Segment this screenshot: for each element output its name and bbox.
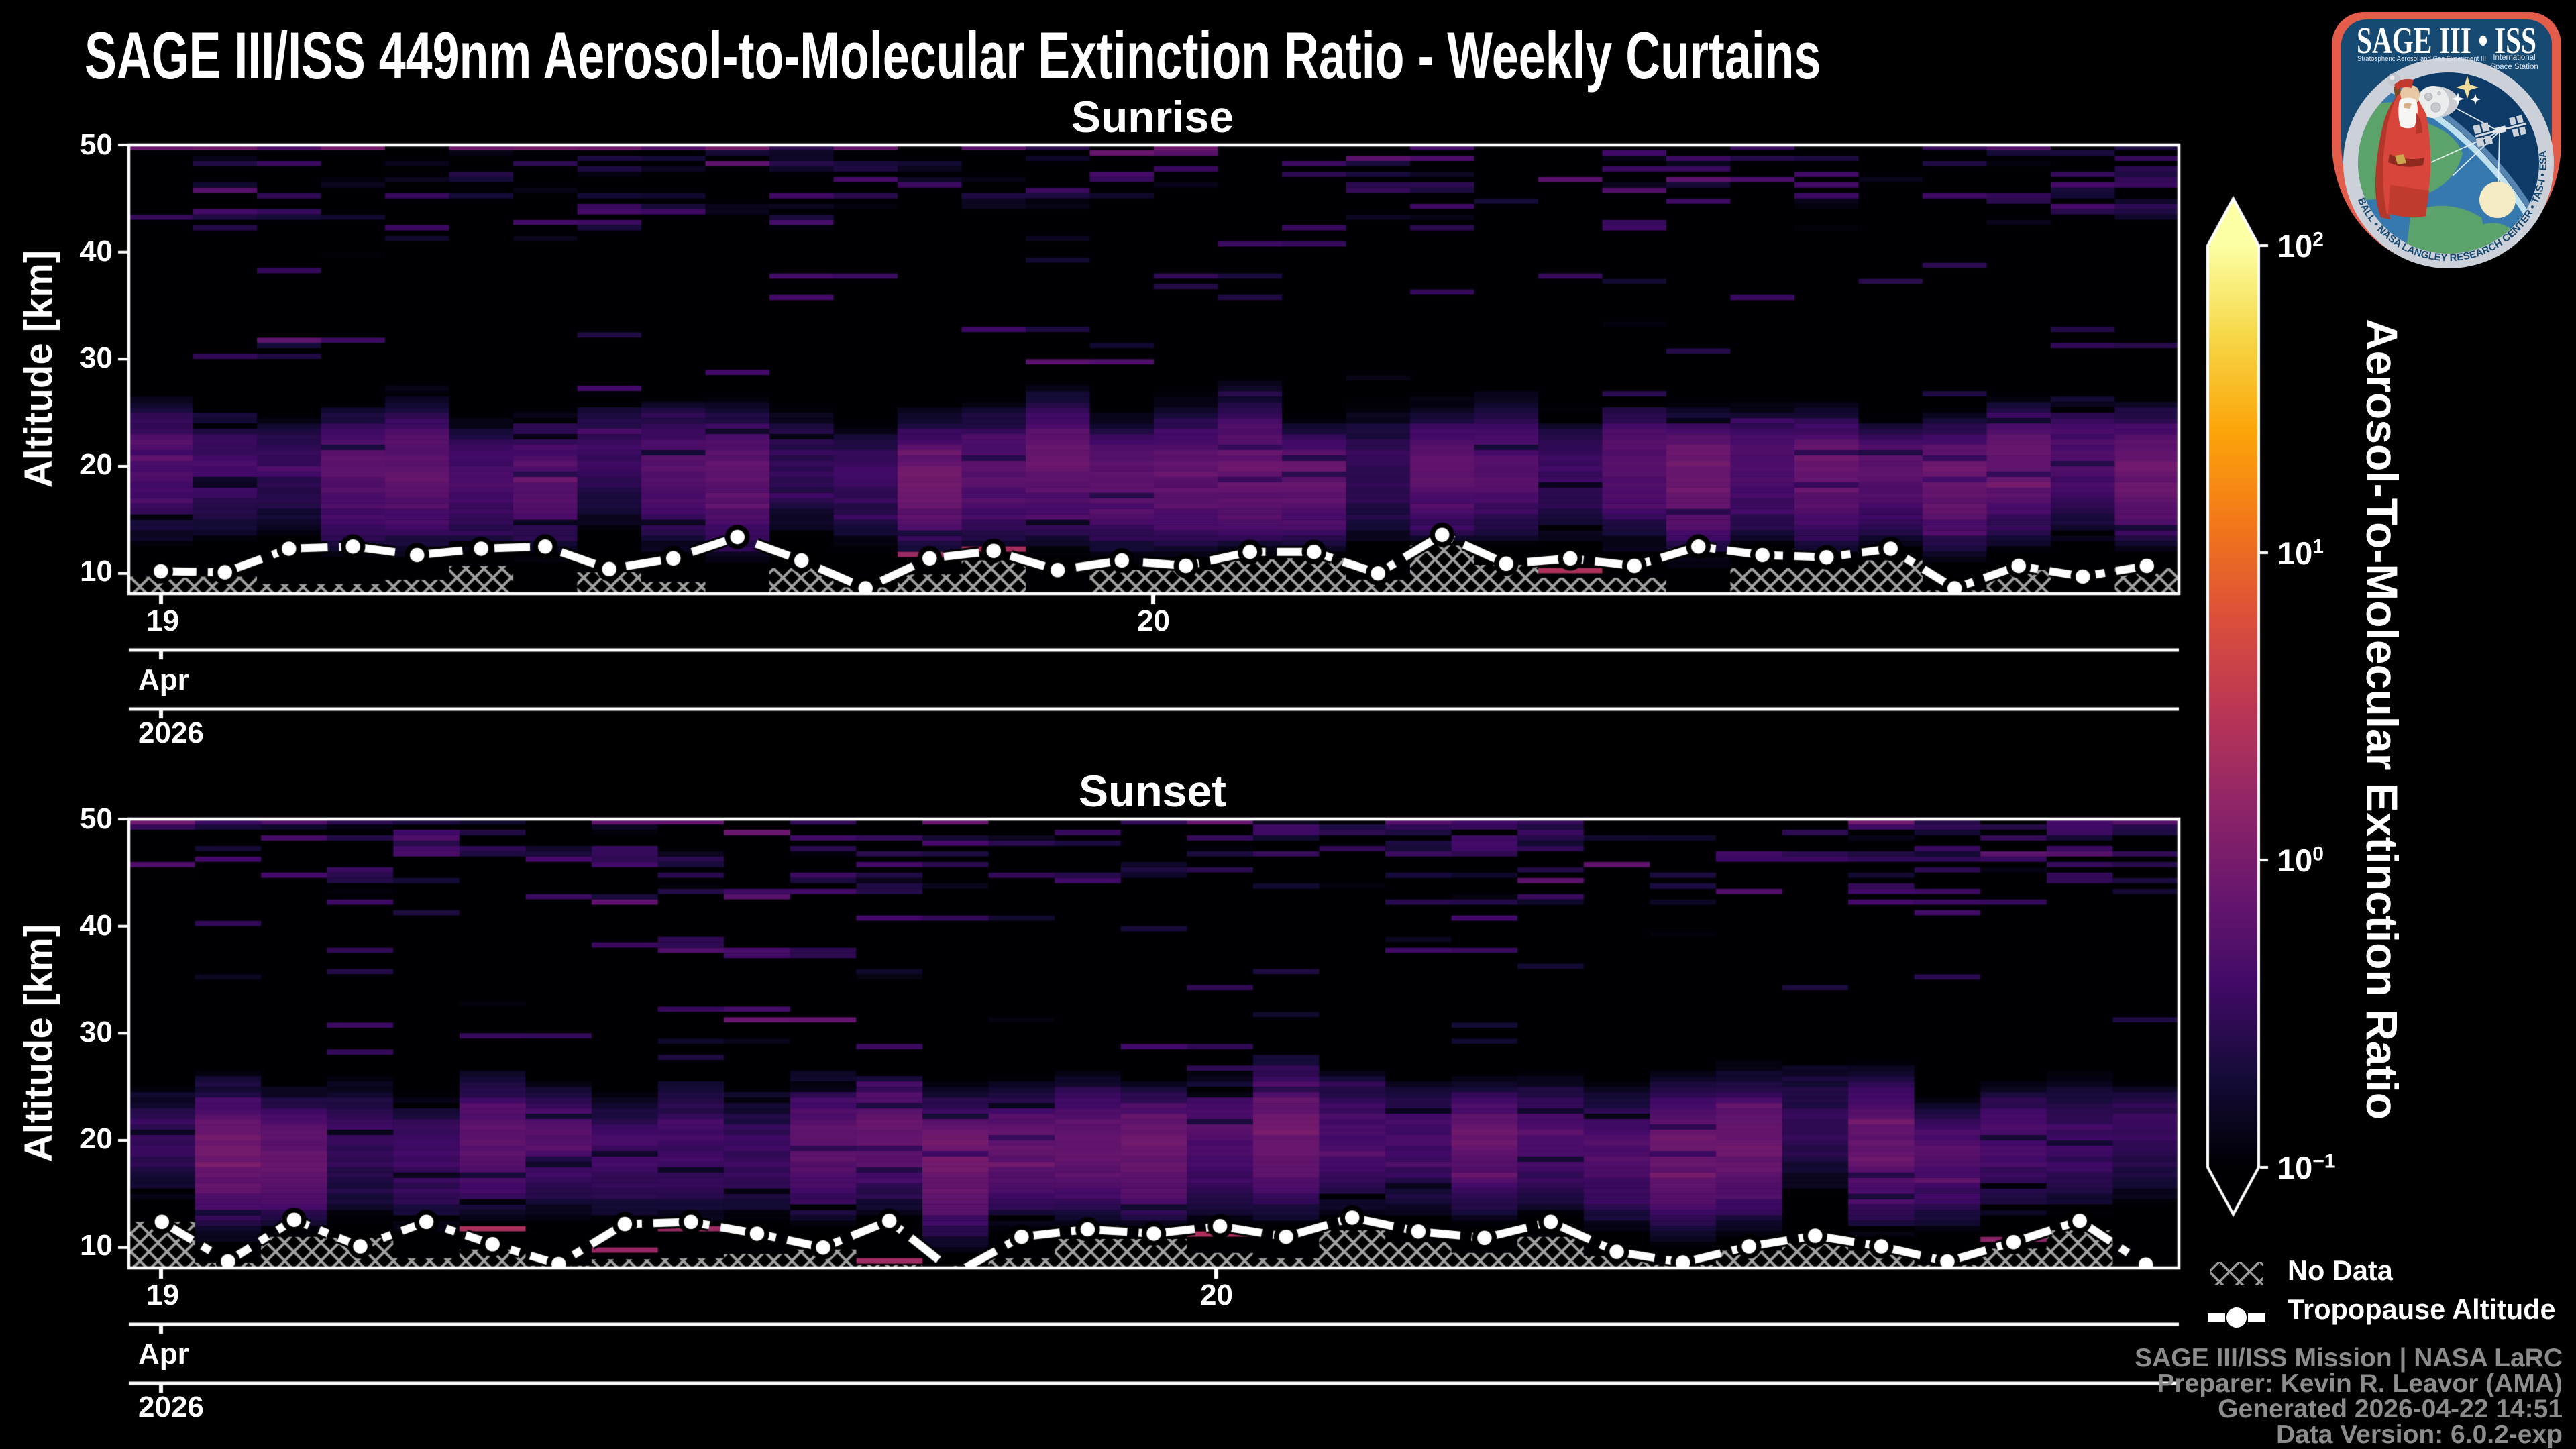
svg-text:International: International xyxy=(2493,54,2535,62)
svg-text:Stratospheric Aerosol and Gas: Stratospheric Aerosol and Gas Experiment… xyxy=(2357,55,2486,63)
svg-text:SAGE III • ISS: SAGE III • ISS xyxy=(2357,20,2536,62)
svg-text:Space Station: Space Station xyxy=(2490,63,2538,71)
